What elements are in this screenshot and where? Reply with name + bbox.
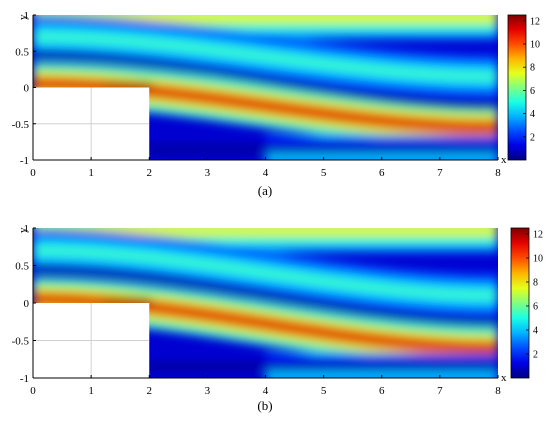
y-tick-label: 0: [24, 83, 30, 95]
colorbar-tick-label: 6: [533, 302, 538, 313]
colorbar: 12 10 8 6 4 2: [510, 227, 543, 379]
x-axis-label: x: [501, 372, 507, 384]
x-tick-label: 5: [321, 167, 327, 179]
x-tick-label: 8: [495, 167, 501, 179]
x-tick-label: 2: [147, 167, 153, 179]
colorbar-tick-label: 10: [530, 40, 540, 51]
colorbar-tick-label: 4: [530, 109, 535, 120]
y-tick-label: 0.5: [15, 46, 29, 58]
x-tick-label: 0: [30, 385, 36, 397]
y-axis-label: y: [17, 14, 29, 20]
colorbar-tick-label: 8: [533, 278, 538, 289]
y-tick-label: -1: [20, 155, 29, 167]
x-tick-label: 0: [30, 167, 36, 179]
colorbar-tick-label: 2: [533, 350, 538, 361]
colorbar-gradient: [510, 227, 530, 379]
x-tick-label: 4: [263, 167, 269, 179]
x-tick-label: 1: [88, 385, 94, 397]
x-axis-label: x: [501, 154, 507, 166]
x-tick-label: 7: [437, 167, 443, 179]
step-obstacle: [33, 303, 150, 378]
x-tick-label: 1: [88, 167, 94, 179]
band-upper-shear-layer: [33, 228, 498, 318]
colorbar-tick-label: 12: [533, 230, 543, 241]
x-tick-label: 7: [437, 385, 443, 397]
axes: 0 1 2 3 4 5 6 7 8 1 0.5 0 -0.5 -1 y x: [12, 10, 507, 179]
y-tick-label: 0.5: [15, 261, 29, 273]
band-step-shear-layer: [33, 277, 498, 370]
band-upper-shear-layer: [33, 15, 498, 99]
colorbar: 12 10 8 6 4 2: [507, 14, 540, 161]
colorbar-tick-label: 10: [533, 254, 543, 265]
y-tick-label: -0.5: [12, 119, 30, 131]
y-tick-label: 1: [24, 223, 30, 235]
y-axis-label: y: [17, 227, 29, 233]
colorbar-tick-label: 4: [533, 326, 538, 337]
x-tick-label: 2: [147, 385, 153, 397]
y-tick-label: 0: [24, 298, 30, 310]
x-tick-label: 8: [495, 385, 501, 397]
axes: 0 1 2 3 4 5 6 7 8 1 0.5 0 -0.5 -1 y x: [12, 223, 507, 397]
colorbar-tick-label: 2: [530, 132, 535, 143]
low-value-line-1: [33, 265, 498, 326]
x-tick-label: 3: [205, 167, 211, 179]
low-value-line-1: [33, 50, 498, 110]
colorbar-tick-label: 6: [530, 86, 535, 97]
x-tick-label: 6: [379, 167, 385, 179]
panel-caption: (b): [257, 398, 272, 413]
step-obstacle: [33, 87, 150, 160]
x-tick-label: 3: [205, 385, 211, 397]
x-tick-label: 6: [379, 385, 385, 397]
colorbar-tick-label: 8: [530, 63, 535, 74]
y-tick-label: -0.5: [12, 336, 30, 348]
y-tick-label: -1: [20, 373, 29, 385]
colorbar-tick-label: 12: [530, 16, 540, 27]
band-step-shear-layer: [33, 61, 498, 150]
x-tick-label: 5: [321, 385, 327, 397]
panel-caption: (a): [258, 183, 272, 198]
x-tick-label: 4: [263, 385, 269, 397]
colorbar-gradient: [507, 14, 527, 161]
y-tick-label: 1: [24, 10, 30, 22]
